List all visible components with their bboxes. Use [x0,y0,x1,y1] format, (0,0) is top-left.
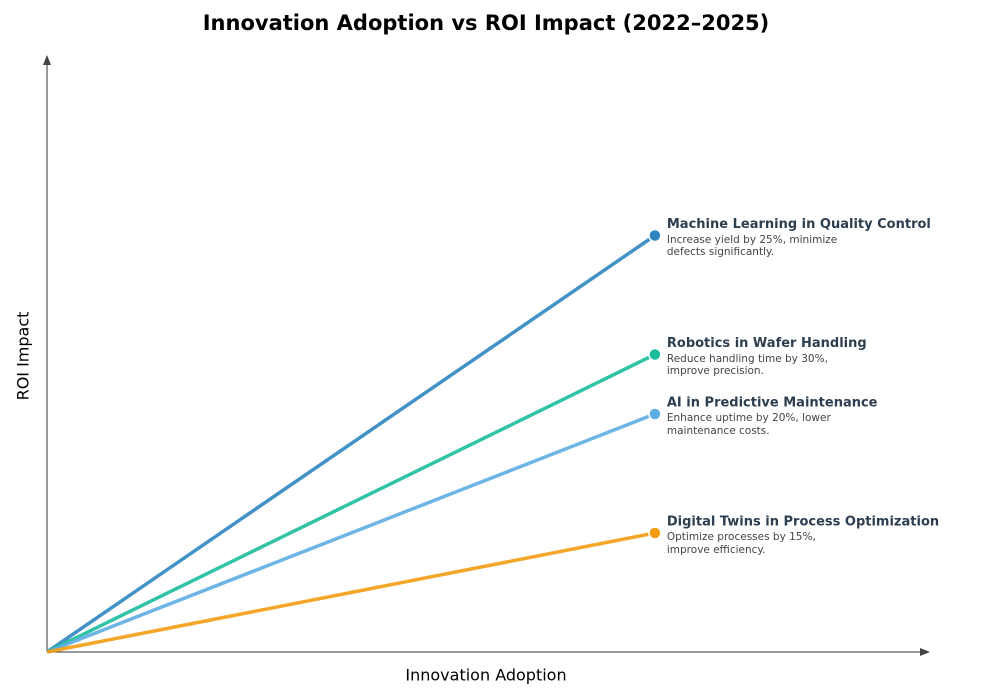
series-name: Robotics in Wafer Handling [667,336,867,351]
end-point [648,228,662,243]
end-point [648,526,662,540]
series-description: Enhance uptime by 20%, lower maintenance… [666,412,831,437]
x-axis-label: Innovation Adoption [405,666,566,685]
series-name: AI in Predictive Maintenance [667,396,878,411]
series-line [46,531,656,654]
series-description: Reduce handling time by 30%, improve pre… [666,352,828,378]
series-line [46,412,656,654]
chart-title: Innovation Adoption vs ROI Impact (2022–… [203,11,770,35]
series-description: Increase yield by 25%, minimize defects … [666,233,838,259]
series-name: Machine Learning in Quality Control [667,217,931,232]
description-box: Enhance uptime by 20%, lower maintenance… [666,412,831,437]
description-box: Optimize processes by 15%, improve effic… [666,531,816,556]
y-axis-label: ROI Impact [14,312,33,401]
description-box: Reduce handling time by 30%, improve pre… [666,352,828,378]
end-point [648,407,662,421]
end-point [648,347,662,362]
series-line [46,234,656,654]
description-box: Increase yield by 25%, minimize defects … [666,233,838,259]
series-name: Digital Twins in Process Optimization [667,515,939,530]
series-line [46,352,656,654]
series-description: Optimize processes by 15%, improve effic… [666,531,816,556]
